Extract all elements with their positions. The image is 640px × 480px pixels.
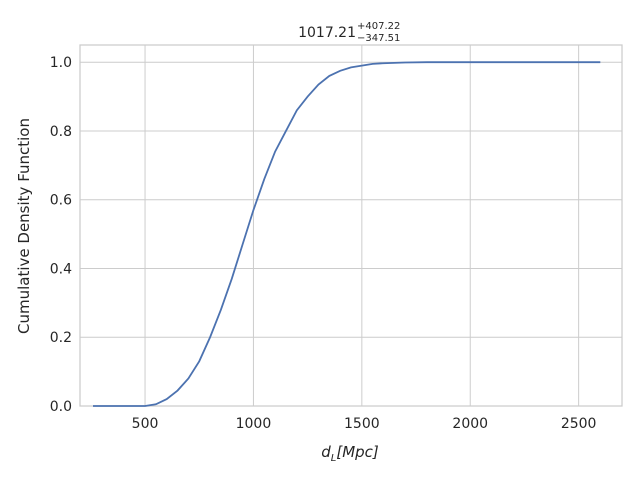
y-tick-label: 0.6 (50, 193, 72, 209)
x-tick-label: 1500 (344, 416, 380, 432)
title-value: 1017.21 (298, 25, 356, 41)
plot-area (80, 45, 622, 406)
y-tick-labels: 0.0 0.2 0.4 0.6 0.8 1.0 (50, 55, 72, 415)
x-tick-label: 1000 (236, 416, 272, 432)
y-tick-label: 1.0 (50, 55, 72, 71)
x-axis-unit: [Mpc] (336, 443, 379, 461)
x-axis-subscript: L (331, 453, 337, 464)
y-tick-label: 0.4 (50, 261, 72, 277)
plot-frame (79, 44, 623, 407)
title-lower-error: −347.51 (357, 33, 400, 44)
x-tick-label: 2500 (561, 416, 597, 432)
y-tick-label: 0.2 (50, 330, 72, 346)
cdf-series-line (93, 61, 601, 407)
y-tick-label: 0.0 (50, 399, 72, 415)
y-axis-title: Cumulative Density Function (15, 118, 33, 334)
title-upper-error: +407.22 (357, 21, 400, 32)
x-axis-symbol: d (321, 443, 331, 461)
chart-title: 1017.21 +407.22 −347.51 (298, 21, 400, 44)
x-tick-label: 500 (132, 416, 159, 432)
y-tick-label: 0.8 (50, 124, 72, 140)
x-tick-label: 2000 (452, 416, 488, 432)
x-tick-labels: 500 1000 1500 2000 2500 (132, 416, 597, 432)
x-axis-title: dL[Mpc] (321, 443, 379, 464)
